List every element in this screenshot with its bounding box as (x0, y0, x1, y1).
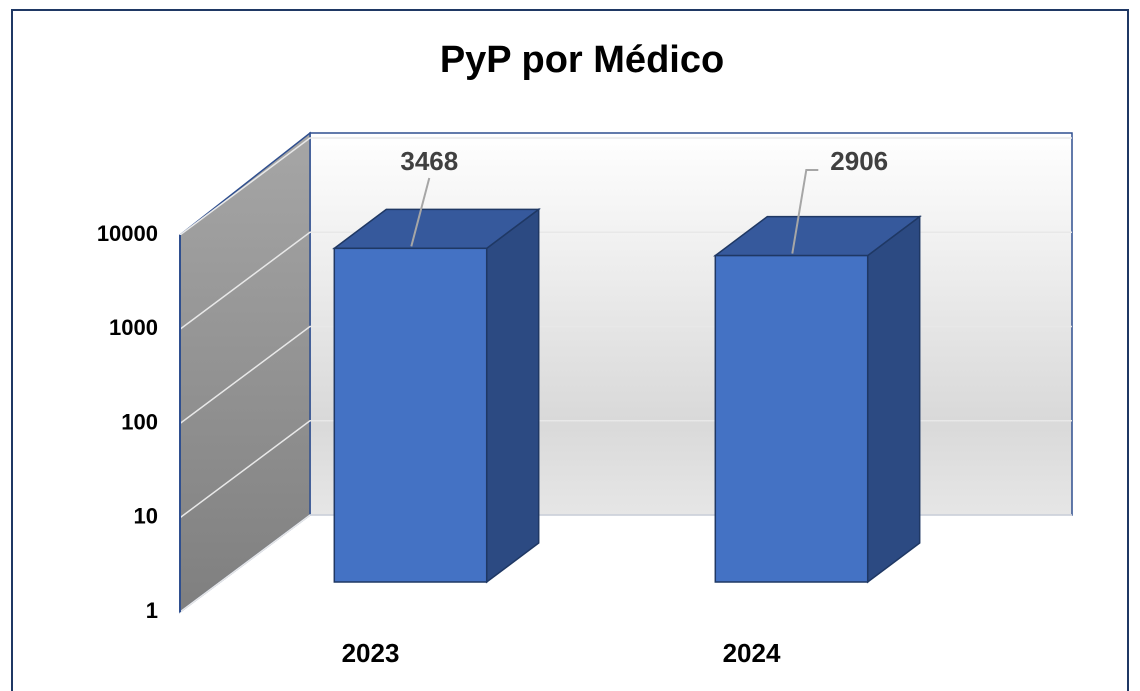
chart-title: PyP por Médico (440, 39, 724, 81)
data-label: 3468 (400, 146, 458, 176)
x-tick-label: 2023 (342, 638, 400, 668)
y-tick-label: 1000 (109, 315, 158, 340)
y-tick-label: 10 (134, 504, 158, 529)
bar-side (866, 215, 921, 584)
y-tick-label: 100 (121, 409, 158, 434)
leader-line (791, 169, 819, 254)
data-label: 2906 (830, 146, 888, 176)
x-tick-label: 2024 (723, 638, 781, 668)
bar-side (485, 207, 540, 584)
bar (714, 254, 869, 583)
bar (333, 247, 488, 583)
grid-line (179, 137, 1072, 236)
y-tick-label: 1 (146, 598, 158, 623)
y-tick-label: 10000 (97, 221, 158, 246)
leader-line (410, 177, 431, 247)
